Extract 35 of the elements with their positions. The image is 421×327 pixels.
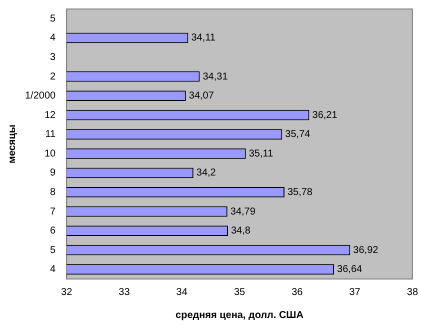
x-tick-label: 33 xyxy=(118,286,130,298)
y-tick-label: 3 xyxy=(50,52,56,63)
y-tick-label: 2 xyxy=(50,71,56,82)
y-tick-label: 1/2000 xyxy=(24,90,56,102)
x-tick-label: 34 xyxy=(176,286,188,298)
x-tick-label: 37 xyxy=(349,286,361,298)
x-axis-title: средняя цена, долл. США xyxy=(176,310,304,321)
x-tick-label: 38 xyxy=(406,286,418,298)
y-tick-label: 6 xyxy=(50,226,56,237)
y-tick-label: 5 xyxy=(50,244,56,256)
y-tick-label: 4 xyxy=(50,32,56,44)
x-tick-label: 35 xyxy=(234,286,246,298)
x-tick-label: 36 xyxy=(292,286,304,298)
data-label: 36,21 xyxy=(312,110,338,121)
data-label: 34,31 xyxy=(202,71,228,82)
data-label: 34,8 xyxy=(230,226,251,237)
data-label: 35,78 xyxy=(287,186,313,198)
y-axis-title: месяцы xyxy=(6,124,18,164)
data-label: 34,2 xyxy=(196,168,216,179)
data-label: 36,64 xyxy=(337,264,363,276)
data-label: 36,92 xyxy=(353,244,379,256)
data-label: 34,79 xyxy=(230,206,256,218)
y-tick-label: 10 xyxy=(44,148,56,160)
data-label: 34,07 xyxy=(188,90,214,102)
y-tick-label: 9 xyxy=(50,168,56,179)
y-tick-label: 8 xyxy=(50,186,56,198)
x-tick-label: 32 xyxy=(61,286,73,298)
y-tick-label: 7 xyxy=(50,206,56,218)
y-tick-label: 11 xyxy=(45,129,56,140)
y-tick-label: 12 xyxy=(44,110,56,121)
y-tick-label: 4 xyxy=(50,264,56,276)
data-label: 35,11 xyxy=(248,148,274,160)
data-label: 34,11 xyxy=(191,32,216,44)
data-label: 35,74 xyxy=(285,129,311,140)
y-tick-label: 5 xyxy=(50,13,56,24)
